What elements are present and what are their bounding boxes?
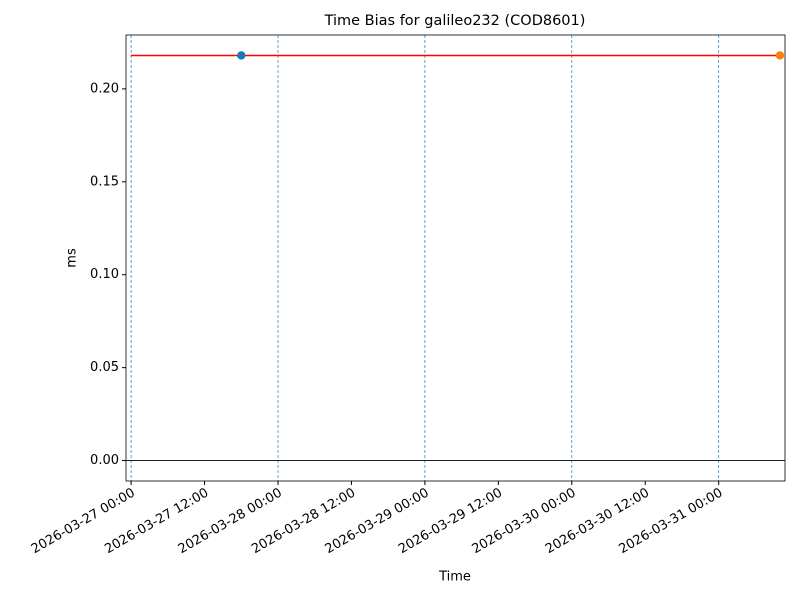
plot-frame — [125, 34, 786, 482]
chart-title: Time Bias for galileo232 (COD8601) — [324, 13, 586, 29]
point — [237, 51, 246, 60]
point — [775, 51, 785, 60]
y-tick-label: 0.15 — [90, 174, 119, 189]
y-tick-label: 0.05 — [90, 360, 119, 375]
y-tick-label: 0.10 — [90, 267, 119, 282]
x-axis-label: Time — [438, 570, 471, 585]
y-tick-label: 0.20 — [90, 81, 119, 96]
y-axis-label: ms — [65, 248, 80, 268]
y-tick-label: 0.00 — [90, 453, 119, 468]
